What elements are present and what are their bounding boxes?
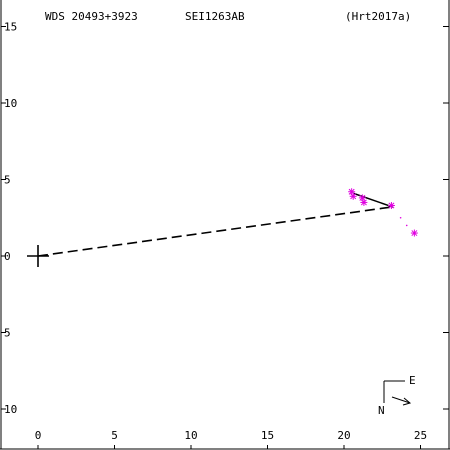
observation-stroke [411,230,418,237]
observation-point [349,192,357,200]
residual-dot [405,224,408,227]
compass-east-label: E [409,374,416,387]
compass: E N [378,374,416,417]
x-tick-label: 15 [261,429,274,442]
observation-stroke [348,188,355,195]
observation-point [387,202,395,210]
header-wds: WDS 20493+3923 [45,10,138,23]
x-tick-label: 20 [337,429,350,442]
motion-arrow-shaft [391,396,411,404]
observation-point [348,188,356,196]
x-tick-label: 0 [35,429,42,442]
axis-ticks: 0 5 10 15 20 25 15 10 5 0 5 10 [1,21,449,449]
header-disc: SEI1263AB [185,10,245,23]
motion-arrow-head [402,397,412,406]
chart-marks [27,188,418,267]
header-ref: (Hrt2017a) [345,10,411,23]
primary-star-marker [27,245,49,267]
x-tick-label: 25 [414,429,427,442]
observation-point [360,198,368,206]
y-tick-label: 5 [4,327,11,340]
compass-north-label: N [378,404,385,417]
observation-stroke [388,202,395,209]
y-tick-label: 10 [4,97,17,110]
observation-point [410,229,418,237]
y-tick-label: 10 [4,403,17,416]
observation-stroke [350,193,357,200]
residual-dot [399,216,402,219]
observation-stroke [359,194,366,201]
y-tick-label: 15 [4,21,17,34]
y-tick-label: 0 [4,250,11,263]
x-tick-label: 10 [184,429,197,442]
y-tick-label: 5 [4,174,11,187]
x-tick-label: 5 [111,429,118,442]
observation-stroke [360,199,367,206]
